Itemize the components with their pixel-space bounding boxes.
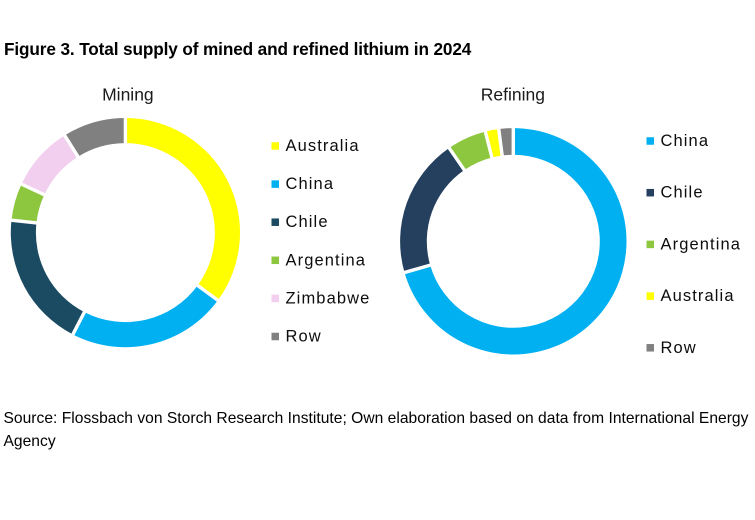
svg-text:Chile: Chile — [286, 213, 329, 231]
svg-text:China: China — [286, 175, 335, 193]
svg-text:Zimbabwe: Zimbabwe — [286, 289, 371, 307]
svg-text:Mining: Mining — [102, 85, 154, 105]
svg-text:Chile: Chile — [661, 184, 704, 202]
svg-text:Argentina: Argentina — [661, 235, 742, 253]
svg-text:Australia: Australia — [286, 137, 360, 155]
svg-text:Row: Row — [286, 328, 322, 346]
svg-text:Australia: Australia — [661, 287, 735, 305]
svg-text:Row: Row — [661, 339, 697, 357]
svg-text:Refining: Refining — [481, 85, 545, 105]
svg-text:Argentina: Argentina — [286, 251, 367, 269]
svg-text:China: China — [661, 132, 710, 150]
